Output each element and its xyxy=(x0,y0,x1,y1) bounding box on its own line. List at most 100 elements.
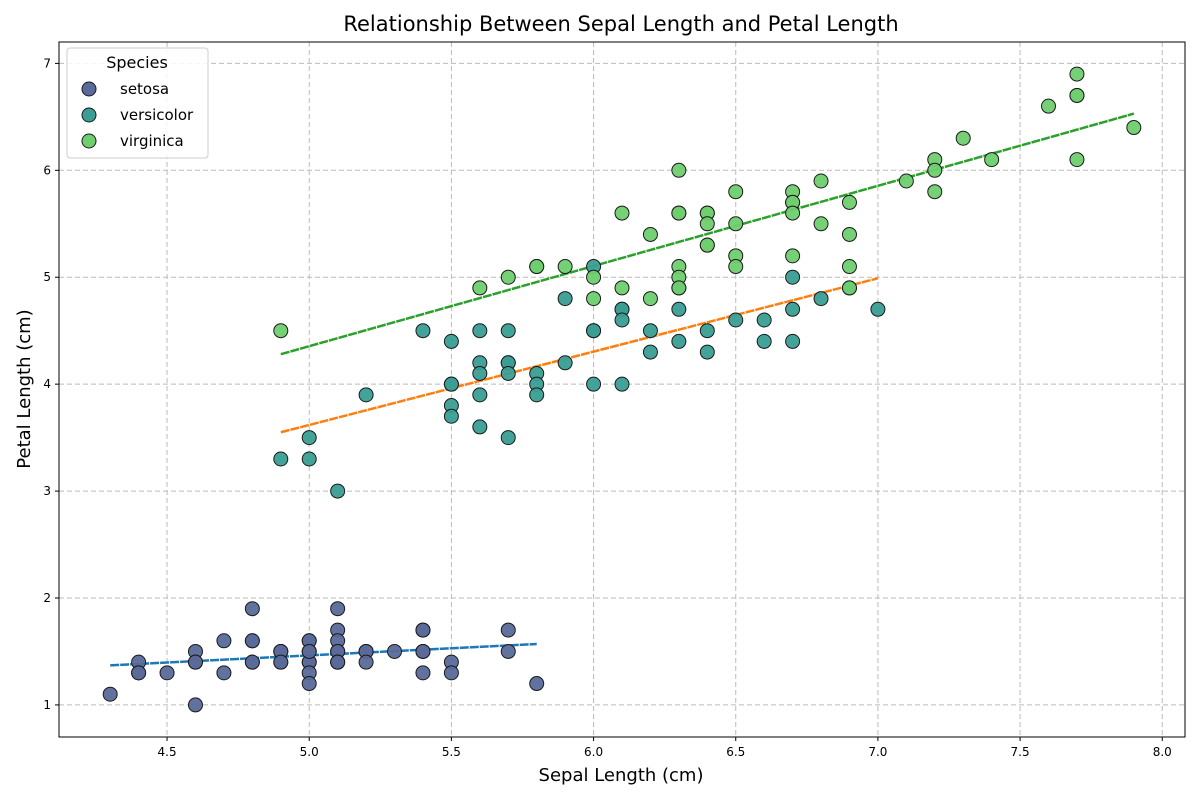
virginica-point xyxy=(642,291,658,307)
legend-entries: setosa versicolor virginica xyxy=(81,80,194,150)
setosa-point xyxy=(102,686,118,702)
setosa-point xyxy=(500,643,516,659)
chart-title: Relationship Between Sepal Length and Pe… xyxy=(343,12,898,36)
setosa-point xyxy=(415,665,431,681)
setosa-point xyxy=(443,665,459,681)
versicolor-point xyxy=(756,312,772,328)
setosa-point xyxy=(387,643,403,659)
virginica-point xyxy=(586,269,602,285)
versicolor-trend-line xyxy=(280,277,879,434)
virginica-point xyxy=(955,130,971,146)
virginica-point xyxy=(699,216,715,232)
setosa-point xyxy=(301,643,317,659)
setosa-point xyxy=(500,622,516,638)
versicolor-point xyxy=(870,301,886,317)
legend-label-setosa: setosa xyxy=(120,80,169,98)
virginica-point xyxy=(841,259,857,275)
versicolor-point xyxy=(557,355,573,371)
legend-title: Species xyxy=(106,53,168,72)
legend-label-versicolor: versicolor xyxy=(120,106,194,124)
x-tick-label: 7.0 xyxy=(868,745,887,759)
versicolor-point xyxy=(443,333,459,349)
virginica-point xyxy=(671,162,687,178)
setosa-point xyxy=(159,665,175,681)
versicolor-point xyxy=(415,323,431,339)
setosa-point xyxy=(330,654,346,670)
versicolor-point xyxy=(671,301,687,317)
versicolor-point xyxy=(273,451,289,467)
x-tick-label: 8.0 xyxy=(1153,745,1172,759)
x-tick-label: 6.0 xyxy=(584,745,603,759)
virginica-point xyxy=(529,259,545,275)
versicolor-point xyxy=(301,430,317,446)
virginica-point xyxy=(785,205,801,221)
virginica-point xyxy=(841,194,857,210)
versicolor-point xyxy=(557,291,573,307)
virginica-point xyxy=(642,226,658,242)
versicolor-point xyxy=(699,323,715,339)
setosa-point xyxy=(529,676,545,692)
virginica-point xyxy=(1069,66,1085,82)
setosa-point xyxy=(187,697,203,713)
virginica-point xyxy=(984,152,1000,168)
setosa-point xyxy=(415,643,431,659)
virginica-point xyxy=(273,323,289,339)
versicolor-point xyxy=(586,376,602,392)
versicolor-point xyxy=(472,365,488,381)
versicolor-point xyxy=(330,483,346,499)
y-tick-label: 7 xyxy=(43,56,51,70)
setosa-point xyxy=(244,601,260,617)
setosa-trend-line xyxy=(110,642,537,667)
x-ticks: 4.5 5.0 5.5 6.0 6.5 7.0 7.5 8.0 xyxy=(158,737,1172,759)
virginica-point xyxy=(813,173,829,189)
setosa-point xyxy=(273,654,289,670)
legend: Species setosa versicolor virginica xyxy=(66,47,209,159)
versicolor-point xyxy=(785,301,801,317)
virginica-point xyxy=(785,248,801,264)
setosa-point xyxy=(244,633,260,649)
legend-marker-virginica xyxy=(81,133,97,149)
virginica-point xyxy=(841,226,857,242)
grid xyxy=(59,42,1185,737)
x-tick-label: 4.5 xyxy=(158,745,177,759)
setosa-point xyxy=(187,654,203,670)
versicolor-point xyxy=(358,387,374,403)
plot-frame xyxy=(58,41,1186,738)
data-points xyxy=(102,66,1142,713)
setosa-point xyxy=(415,622,431,638)
x-axis-title: Sepal Length (cm) xyxy=(539,765,704,786)
virginica-point xyxy=(927,184,943,200)
versicolor-point xyxy=(642,323,658,339)
y-tick-label: 5 xyxy=(43,270,51,284)
setosa-point xyxy=(244,654,260,670)
virginica-point xyxy=(557,259,573,275)
versicolor-point xyxy=(699,344,715,360)
versicolor-point xyxy=(586,323,602,339)
y-ticks: 1 2 3 4 5 6 7 xyxy=(43,56,59,712)
legend-marker-versicolor xyxy=(81,107,97,123)
virginica-point xyxy=(614,280,630,296)
versicolor-point xyxy=(785,269,801,285)
legend-marker-setosa xyxy=(81,81,97,97)
versicolor-point xyxy=(301,451,317,467)
virginica-point xyxy=(927,162,943,178)
y-tick-label: 6 xyxy=(43,163,51,177)
virginica-point xyxy=(841,280,857,296)
versicolor-point xyxy=(756,333,772,349)
virginica-point xyxy=(898,173,914,189)
virginica-point xyxy=(699,237,715,253)
versicolor-point xyxy=(671,333,687,349)
legend-box xyxy=(66,47,209,159)
virginica-point xyxy=(813,216,829,232)
versicolor-point xyxy=(472,323,488,339)
setosa-point xyxy=(131,665,147,681)
virginica-point xyxy=(1126,120,1142,136)
versicolor-point xyxy=(472,387,488,403)
setosa-point xyxy=(358,654,374,670)
versicolor-point xyxy=(443,408,459,424)
setosa-point xyxy=(216,633,232,649)
x-tick-label: 6.5 xyxy=(726,745,745,759)
versicolor-point xyxy=(443,376,459,392)
virginica-point xyxy=(1069,152,1085,168)
